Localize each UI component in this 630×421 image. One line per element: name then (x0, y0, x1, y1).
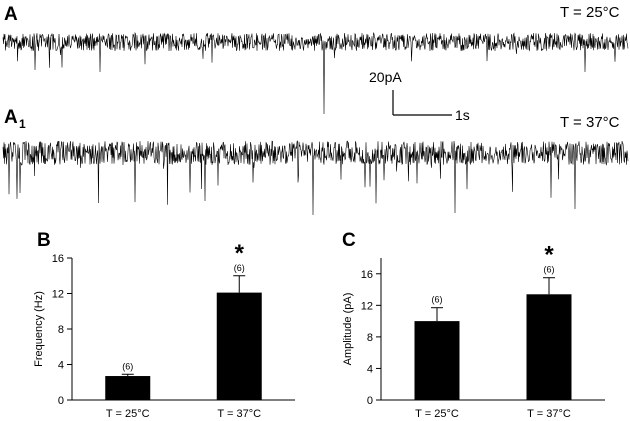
bar (216, 292, 262, 400)
trace-a-condition: T = 25°C (560, 4, 620, 21)
bar (414, 321, 460, 400)
x-tick-label: T = 37°C (527, 408, 571, 420)
scale-bar: 20pA 1s (369, 69, 470, 123)
scale-bar-amplitude-label: 20pA (369, 69, 402, 85)
significance-marker: * (544, 242, 554, 269)
x-tick-label: T = 25°C (106, 408, 150, 420)
y-tick-label: 0 (58, 395, 64, 407)
trace-a1 (2, 140, 629, 216)
trace-a1-condition: T = 37°C (560, 114, 620, 131)
y-tick-label: 12 (361, 300, 373, 312)
y-tick-label: 16 (361, 269, 373, 281)
x-tick-label: T = 25°C (415, 408, 459, 420)
sample-size-label: (6) (122, 361, 133, 371)
sample-size-label: (6) (234, 263, 245, 273)
panel-label-b: B (37, 230, 51, 251)
y-axis-title: Amplitude (pA) (342, 293, 354, 366)
y-tick-label: 4 (58, 360, 64, 372)
bar (105, 376, 151, 400)
sample-size-label: (6) (432, 295, 443, 305)
significance-marker: * (235, 240, 245, 267)
y-tick-label: 12 (52, 289, 64, 301)
x-tick-label: T = 37°C (217, 408, 261, 420)
trace-a1-waveform (2, 140, 629, 216)
panel-label-a1: A (4, 107, 18, 128)
panel-label-a: A (4, 4, 18, 25)
y-tick-label: 8 (367, 332, 373, 344)
panel-label-a1-subscript: 1 (19, 117, 26, 131)
scale-bar-time-label: 1s (455, 107, 470, 123)
y-tick-label: 16 (52, 253, 64, 265)
y-tick-label: 8 (58, 324, 64, 336)
bar (526, 294, 572, 400)
y-tick-label: 4 (367, 363, 373, 375)
trace-a-waveform (2, 31, 629, 115)
trace-a (2, 31, 629, 115)
y-tick-label: 0 (367, 395, 373, 407)
panel-label-c: C (342, 230, 356, 251)
y-axis-title: Frequency (Hz) (33, 291, 45, 367)
sample-size-label: (6) (544, 265, 555, 275)
